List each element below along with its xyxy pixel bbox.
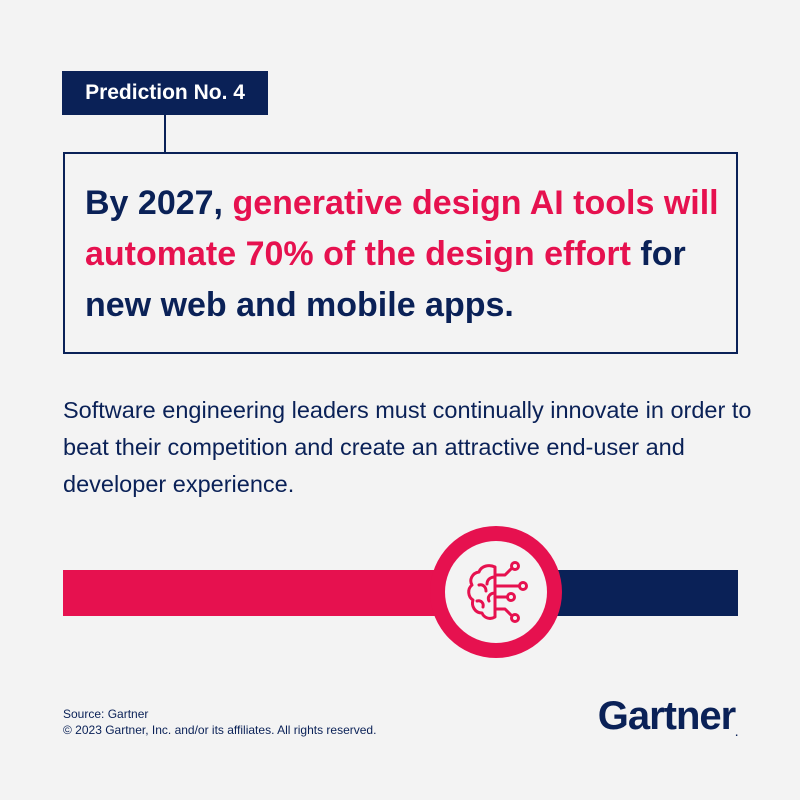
headline-box [63,152,738,354]
gartner-logo-text: Gartner [597,694,736,738]
footer-source: Source: Gartner [63,707,149,721]
tag-connector-line [164,115,166,153]
brain-circuit-icon [467,561,528,623]
footer-copyright: © 2023 Gartner, Inc. and/or its affiliat… [63,723,377,737]
headline-part1: By 2027, [85,184,233,222]
headline-highlight: generative design AI tools will automate… [85,184,719,273]
body-text: Software engineering leaders must contin… [63,397,752,497]
gartner-logo-mark: . [735,728,738,739]
prediction-tag: Prediction No. 4 [62,71,268,115]
headline: By 2027, generative design AI tools will… [85,178,725,331]
prediction-tag-label: Prediction No. 4 [85,81,245,104]
brain-emblem-inner [445,541,547,643]
brain-emblem [430,526,562,658]
headline-part2: for new web and mobile apps. [85,235,686,324]
gartner-logo: Gartner. [598,694,738,739]
accent-bar-left [63,570,463,616]
